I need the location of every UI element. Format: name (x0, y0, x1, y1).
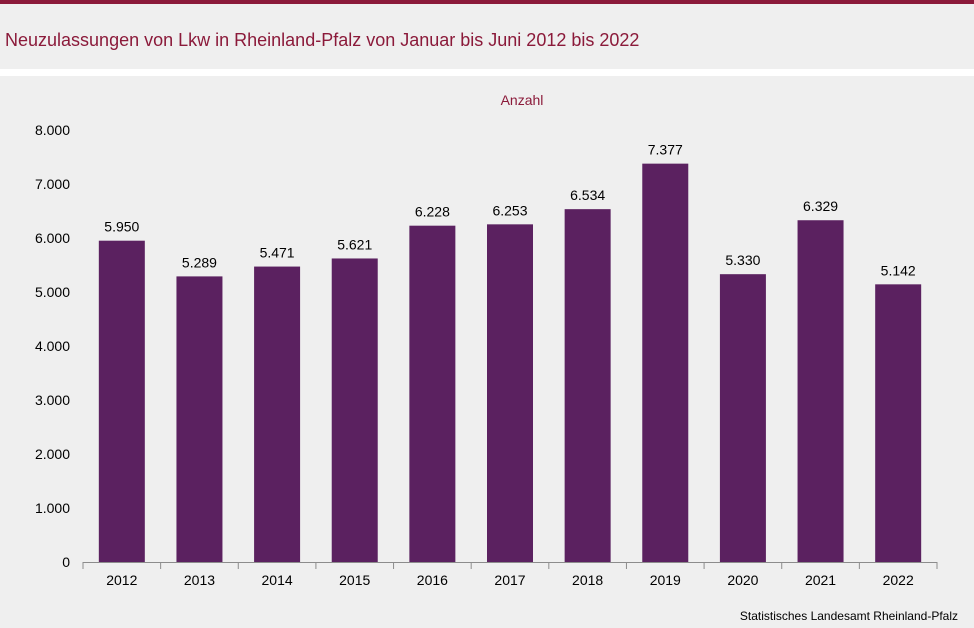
data-label-2017: 6.253 (492, 202, 527, 218)
y-axis: Anzahl 0 1.000 2.000 3.000 4.000 5.000 6.000 7.0… (35, 92, 543, 570)
data-label-2022: 5.142 (881, 262, 916, 278)
data-label-2014: 5.471 (260, 245, 295, 261)
x-tick-label-2016: 2016 (417, 572, 448, 588)
chart-area: Anzahl 0 1.000 2.000 3.000 4.000 5.000 6.000 7.0… (0, 76, 974, 628)
chart-title: Neuzulassungen von Lkw in Rheinland-Pfal… (5, 30, 640, 50)
data-label-2019: 7.377 (648, 142, 683, 158)
bar-chart: Anzahl 0 1.000 2.000 3.000 4.000 5.000 6.000 7.0… (35, 92, 938, 588)
bar-2012 (98, 240, 145, 562)
top-accent-rule (0, 0, 974, 4)
y-tick-label: 3.000 (35, 392, 70, 408)
data-label-2021: 6.329 (803, 198, 838, 214)
y-tick-label: 6.000 (35, 230, 70, 246)
x-tick-label-2017: 2017 (494, 572, 525, 588)
bar-2019 (642, 163, 689, 562)
bar-2013 (176, 276, 223, 562)
x-tick-label-2018: 2018 (572, 572, 603, 588)
title-band: Neuzulassungen von Lkw in Rheinland-Pfal… (0, 4, 974, 69)
bar-2015 (331, 258, 378, 562)
data-label-2016: 6.228 (415, 204, 450, 220)
x-tick-label-2020: 2020 (727, 572, 758, 588)
data-label-2013: 5.289 (182, 254, 217, 270)
x-tick-label-2012: 2012 (106, 572, 137, 588)
y-tick-label: 0 (62, 554, 70, 570)
bar-2016 (409, 225, 456, 563)
bar-2017 (487, 224, 533, 562)
bar-2021 (797, 220, 844, 562)
y-tick-label: 8.000 (35, 122, 70, 138)
data-label-2018: 6.534 (570, 187, 605, 203)
y-tick-label: 2.000 (35, 446, 70, 462)
x-tick-label-2021: 2021 (805, 572, 836, 588)
x-tick-label-2015: 2015 (339, 572, 370, 588)
data-label-2015: 5.621 (337, 236, 372, 252)
y-tick-label: 5.000 (35, 284, 70, 300)
data-label-2012: 5.950 (104, 219, 139, 235)
y-tick-label: 4.000 (35, 338, 70, 354)
bar-2020 (719, 274, 766, 562)
y-tick-label: 7.000 (35, 176, 70, 192)
data-label-2020: 5.330 (725, 252, 760, 268)
x-tick-label-2014: 2014 (262, 572, 293, 588)
x-tick-label-2013: 2013 (184, 572, 215, 588)
source-note: Statistisches Landesamt Rheinland-Pfalz (739, 609, 958, 623)
y-axis-unit-label: Anzahl (501, 92, 544, 108)
x-axis: 2012 2013 2014 2015 2016 2017 2018 2019 2020 2021… (82, 562, 938, 588)
x-tick-label-2019: 2019 (650, 572, 681, 588)
bars: 5.950 5.289 5.471 5.621 6.228 6.253 6.534 7.377… (98, 142, 922, 563)
bar-2022 (875, 284, 922, 562)
y-tick-label: 1.000 (35, 500, 70, 516)
x-tick-label-2022: 2022 (883, 572, 914, 588)
bar-2018 (564, 209, 611, 562)
bar-2014 (254, 266, 301, 562)
